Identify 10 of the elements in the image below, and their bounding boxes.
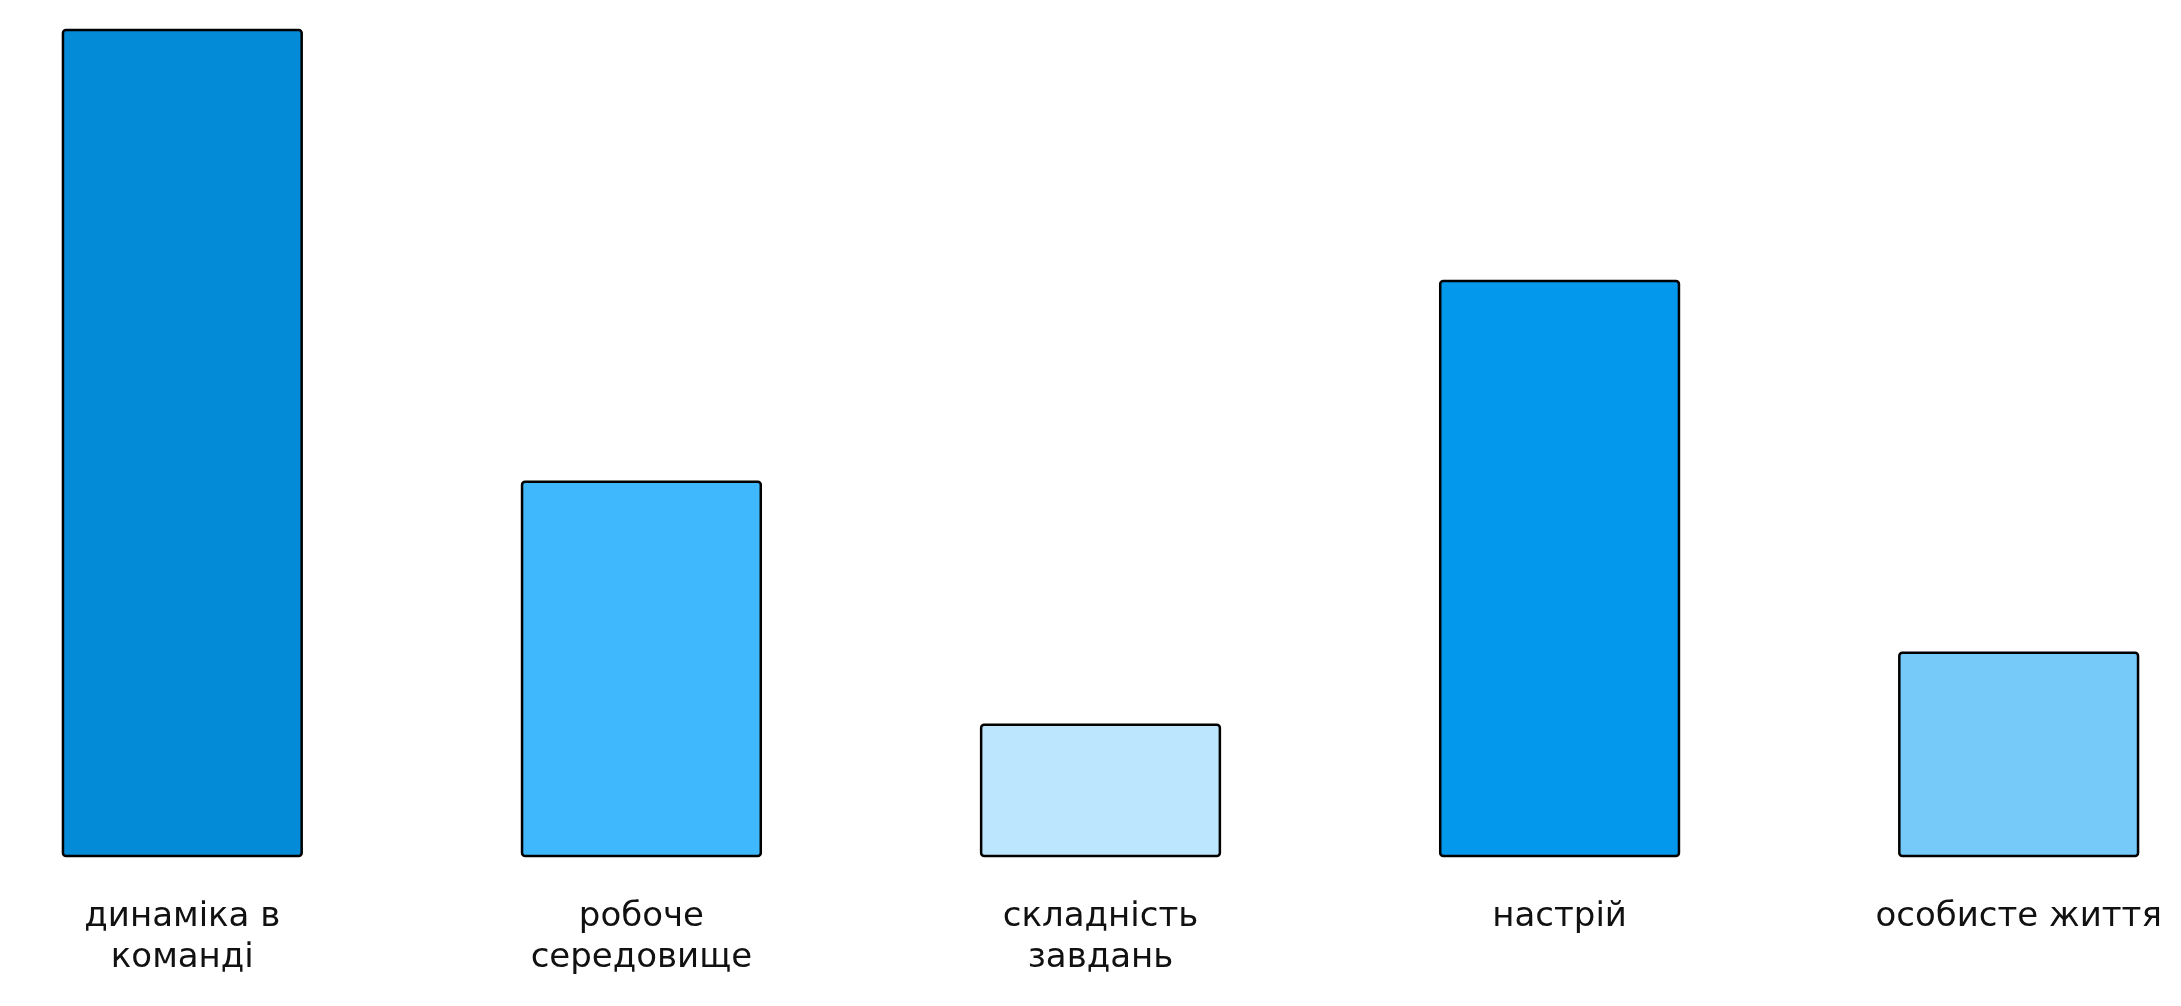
bar xyxy=(979,723,1222,858)
bar xyxy=(1438,279,1681,858)
bar xyxy=(61,28,303,858)
x-tick-label: робоче середовище xyxy=(530,894,753,975)
x-tick-label: настрій xyxy=(1492,894,1627,934)
x-tick-label: особисте життя xyxy=(1875,894,2162,934)
bar xyxy=(520,480,763,858)
x-tick-label: складність завдань xyxy=(1002,894,1199,975)
x-tick-label: динаміка в команді xyxy=(84,894,281,975)
bar xyxy=(1898,651,2140,858)
